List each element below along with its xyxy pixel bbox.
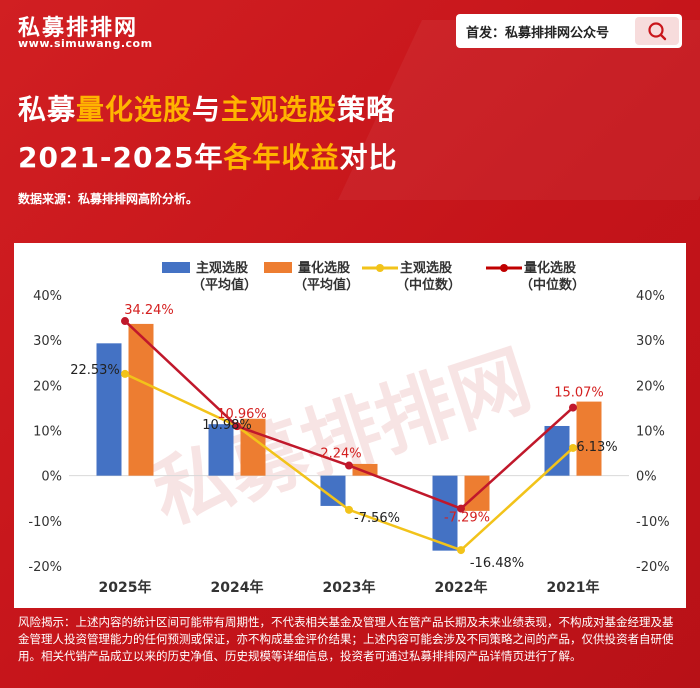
- bar: [208, 424, 234, 476]
- legend-label-sub: （平均值）: [192, 277, 257, 293]
- search-button[interactable]: [635, 17, 679, 45]
- risk-disclaimer: 风险揭示：上述内容的统计区间可能带有周期性，不代表相关基金及管理人在管产品长期及…: [18, 615, 674, 663]
- y-tick-left: 20%: [33, 379, 62, 394]
- data-point: [233, 422, 241, 431]
- data-point: [569, 403, 577, 412]
- bar: [432, 475, 458, 551]
- legend-swatch: [162, 262, 190, 273]
- data-point: [457, 546, 465, 555]
- y-tick-right: 20%: [636, 379, 665, 394]
- page-title-line1: 私募量化选股与主观选股策略: [18, 93, 396, 126]
- chart-card: 私募排排网 主观选股 （平均值） 量化选股 （平均值） 主观选股 （中位数） 量化选股 （中位…: [14, 243, 686, 608]
- data-point: [121, 317, 129, 326]
- y-tick-right: 40%: [636, 289, 665, 304]
- search-icon: [648, 22, 667, 41]
- data-point: [569, 443, 577, 452]
- legend-marker: [376, 264, 384, 272]
- y-tick-left: 0%: [41, 470, 62, 485]
- x-tick-label: 2022年: [435, 579, 488, 596]
- legend-label-sub: （平均值）: [294, 277, 359, 293]
- data-label: -7.56%: [354, 511, 400, 526]
- x-tick-label: 2024年: [211, 579, 264, 596]
- data-point: [121, 369, 129, 378]
- y-tick-right: -20%: [636, 560, 670, 575]
- search-label: 首发：私募排排网公众号: [466, 26, 610, 41]
- brand-logo[interactable]: 私募排排网: [18, 16, 139, 41]
- legend-label: 量化选股: [298, 260, 350, 276]
- y-tick-right: -10%: [636, 515, 670, 530]
- data-source: 数据来源：私募排排网高阶分析。: [18, 192, 199, 206]
- bar: [128, 323, 154, 476]
- data-label: 34.24%: [124, 303, 174, 318]
- x-tick-label: 2023年: [323, 579, 376, 596]
- y-tick-right: 30%: [636, 334, 665, 349]
- data-label: -7.29%: [444, 511, 490, 526]
- y-tick-left: 40%: [33, 289, 62, 304]
- chart-axes: 40% 40% 30% 30% 20% 20% 10% 10% 0% 0% -10% -10% -20%…: [28, 289, 669, 596]
- data-label: 15.07%: [554, 386, 604, 401]
- legend-label: 量化选股: [524, 260, 576, 276]
- legend-marker: [500, 264, 508, 272]
- data-label: -16.48%: [470, 556, 524, 571]
- y-tick-right: 10%: [636, 425, 665, 440]
- page-title-line2: 2021-2025年各年收益对比: [18, 141, 398, 174]
- y-tick-left: 30%: [33, 334, 62, 349]
- bar: [96, 343, 122, 476]
- search-box[interactable]: 首发：私募排排网公众号: [456, 14, 682, 48]
- chart-legend: 主观选股（平均值）量化选股（平均值）主观选股（中位数）量化选股（中位数）: [162, 260, 585, 293]
- chart: 私募排排网 主观选股（平均值）量化选股（平均值）主观选股（中位数）量化选股（中位…: [28, 260, 669, 596]
- legend-label: 主观选股: [196, 260, 248, 276]
- data-label: 10.98%: [202, 418, 252, 433]
- legend-label-sub: （中位数）: [520, 277, 585, 293]
- bar: [576, 401, 602, 476]
- legend-label: 主观选股: [400, 260, 452, 276]
- chart-lines: [121, 317, 577, 555]
- brand-url[interactable]: www.simuwang.com: [18, 37, 153, 50]
- data-label: 2.24%: [320, 447, 361, 462]
- data-point: [345, 461, 353, 470]
- x-tick-label: 2025年: [99, 579, 152, 596]
- data-point: [345, 505, 353, 514]
- legend-swatch: [264, 262, 292, 273]
- y-tick-left: -20%: [28, 560, 62, 575]
- y-tick-right: 0%: [636, 470, 657, 485]
- bar: [352, 463, 378, 476]
- data-label: 6.13%: [576, 440, 617, 455]
- data-label: 22.53%: [70, 363, 120, 378]
- x-tick-label: 2021年: [547, 579, 600, 596]
- chart-bars: [96, 323, 602, 551]
- chart-data-labels: 22.53% 10.98% -7.56% -16.48% 6.13% 34.24% 10.9…: [70, 303, 617, 571]
- y-tick-left: -10%: [28, 515, 62, 530]
- data-label: 10.96%: [217, 407, 267, 422]
- y-tick-left: 10%: [33, 425, 62, 440]
- legend-label-sub: （中位数）: [396, 277, 461, 293]
- data-point: [457, 504, 465, 513]
- bar: [544, 425, 570, 476]
